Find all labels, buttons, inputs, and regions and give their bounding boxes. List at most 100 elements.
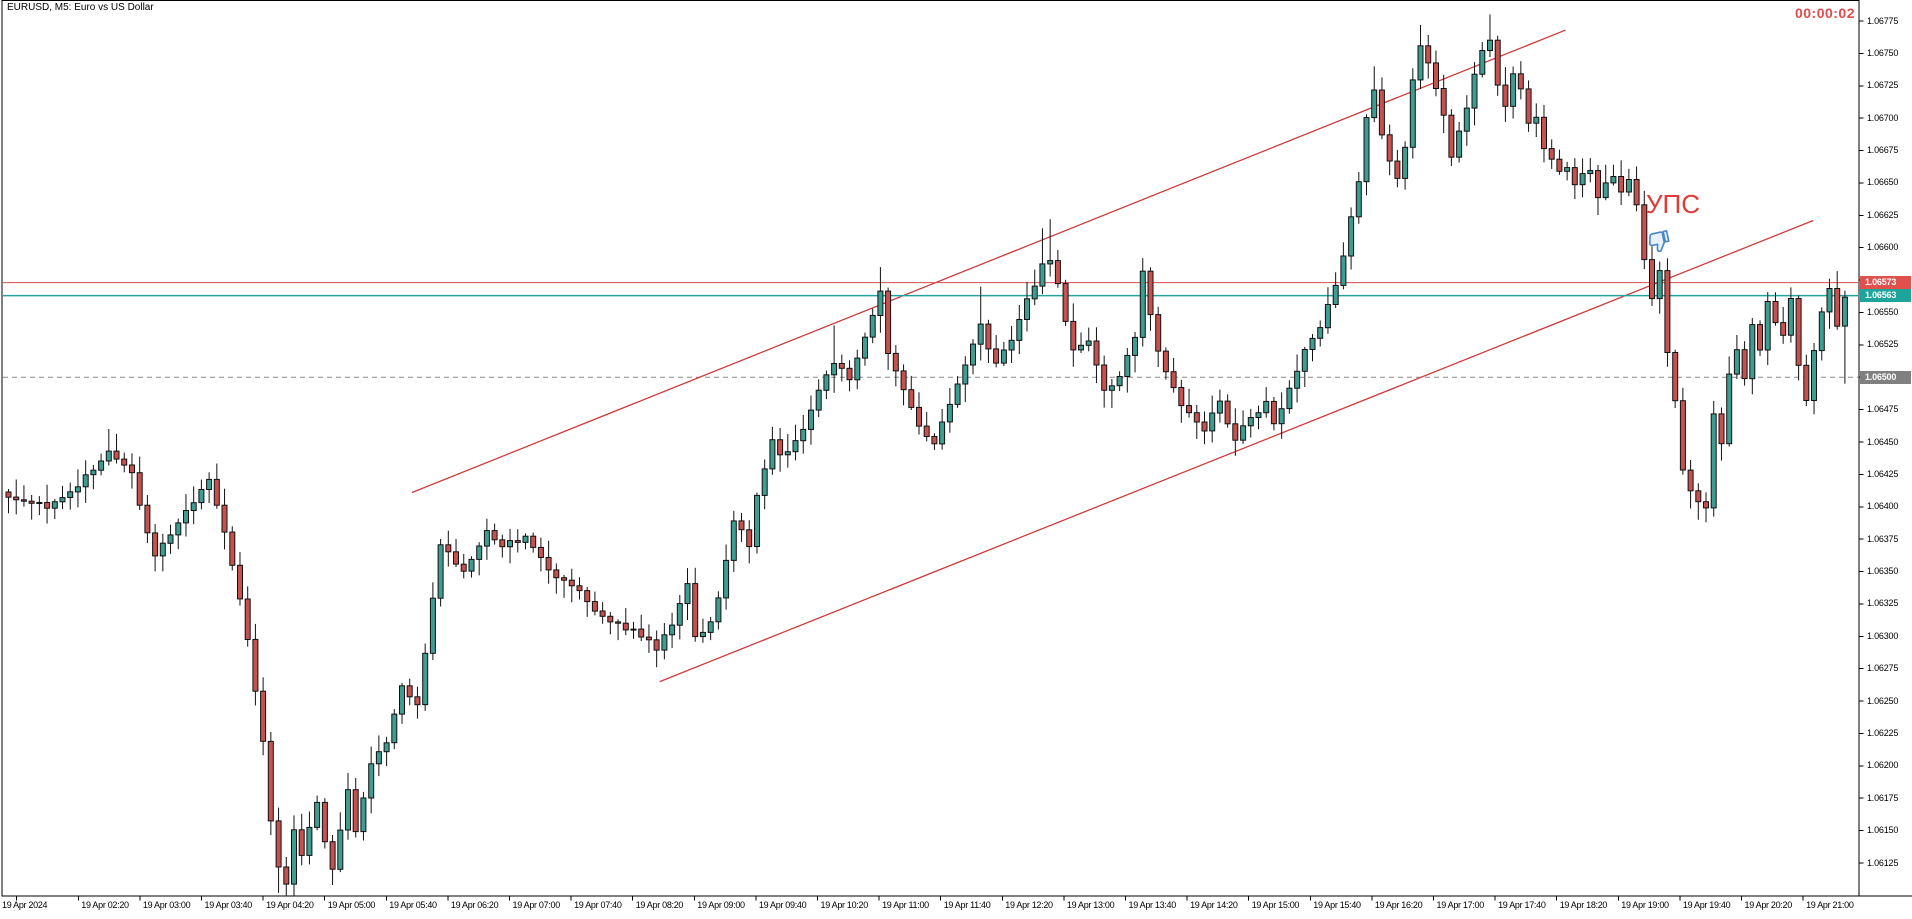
bull-candle bbox=[1108, 385, 1115, 391]
bear-candle bbox=[1772, 301, 1779, 324]
time-tick-label: 19 Apr 15:40 bbox=[1313, 900, 1361, 910]
bear-candle bbox=[1633, 179, 1640, 206]
bear-candle bbox=[1433, 62, 1439, 90]
price-tick-label: 1.06700 bbox=[1867, 112, 1899, 123]
price-tick-label: 1.06250 bbox=[1867, 695, 1899, 706]
bear-candle bbox=[1224, 400, 1231, 425]
bear-candle bbox=[1093, 340, 1100, 366]
bear-candle bbox=[1795, 298, 1802, 366]
bull-candle bbox=[769, 439, 776, 470]
bear-candle bbox=[738, 520, 745, 531]
bear-candle bbox=[1440, 88, 1447, 116]
bear-candle bbox=[777, 439, 784, 456]
price-tick-label: 1.06200 bbox=[1867, 760, 1899, 771]
time-tick-label: 19 Apr 04:20 bbox=[266, 900, 314, 910]
bear-candle bbox=[1718, 413, 1725, 445]
bull-candle bbox=[206, 478, 213, 490]
bear-candle bbox=[1232, 423, 1239, 441]
bull-candle bbox=[1324, 304, 1331, 329]
bull-candle bbox=[1587, 170, 1594, 175]
bull-candle bbox=[715, 597, 722, 623]
price-tick-label: 1.06725 bbox=[1867, 80, 1899, 91]
trendline-channel-lower[interactable] bbox=[659, 219, 1814, 683]
bear-candle bbox=[1834, 288, 1841, 327]
bear-candle bbox=[298, 829, 305, 856]
time-tick-label: 19 Apr 12:20 bbox=[1005, 900, 1053, 910]
bear-candle bbox=[1178, 387, 1185, 407]
bear-candle bbox=[1571, 167, 1578, 186]
plot-border bbox=[1, 0, 1860, 897]
bull-candle bbox=[1008, 339, 1015, 351]
bull-candle bbox=[1016, 319, 1023, 341]
bull-candle bbox=[1309, 337, 1316, 350]
bear-candle bbox=[1062, 283, 1069, 322]
bear-candle bbox=[1548, 148, 1555, 160]
bull-candle bbox=[375, 751, 382, 765]
bear-candle bbox=[1101, 364, 1108, 391]
bull-candle bbox=[1610, 176, 1617, 184]
bull-candle bbox=[399, 685, 405, 715]
bear-candle bbox=[44, 502, 51, 509]
time-tick-label: 19 Apr 13:40 bbox=[1128, 900, 1177, 910]
bear-candle bbox=[1193, 412, 1200, 423]
bull-candle bbox=[1463, 107, 1470, 132]
bear-candle bbox=[1386, 134, 1393, 162]
bull-candle bbox=[1031, 285, 1038, 300]
bear-candle bbox=[746, 529, 753, 548]
bear-candle bbox=[460, 563, 467, 572]
bull-candle bbox=[1841, 296, 1848, 327]
bull-candle bbox=[483, 530, 490, 547]
time-tick-label: 19 Apr 05:00 bbox=[327, 900, 376, 910]
bull-candle bbox=[1625, 179, 1632, 193]
bear-candle bbox=[645, 636, 652, 641]
trendline-channel-upper[interactable] bbox=[411, 29, 1566, 494]
bull-candle bbox=[1479, 50, 1486, 75]
bear-candle bbox=[599, 610, 606, 617]
bear-candle bbox=[1270, 400, 1277, 425]
bull-candle bbox=[1371, 89, 1378, 119]
bull-candle bbox=[1710, 413, 1717, 509]
bull-candle bbox=[854, 357, 861, 381]
price-tick-label: 1.06475 bbox=[1867, 404, 1899, 415]
bear-candle bbox=[221, 504, 228, 533]
bull-candle bbox=[337, 829, 344, 870]
bear-candle bbox=[923, 425, 930, 438]
bear-candle bbox=[1541, 116, 1547, 150]
bear-candle bbox=[1155, 314, 1162, 352]
bull-candle bbox=[869, 314, 876, 338]
time-tick-label: 19 Apr 21:00 bbox=[1806, 900, 1854, 910]
time-tick-label: 19 Apr 05:40 bbox=[389, 900, 437, 910]
bull-candle bbox=[59, 497, 66, 503]
price-tick-label: 1.06225 bbox=[1867, 728, 1899, 738]
price-tick-label: 1.06425 bbox=[1867, 468, 1899, 479]
bear-candle bbox=[113, 450, 120, 460]
bear-candle bbox=[1556, 158, 1563, 172]
bull-candle bbox=[877, 290, 884, 317]
bull-candle bbox=[1340, 255, 1347, 286]
bull-candle bbox=[1602, 182, 1609, 199]
annotation-text-ups[interactable]: УПС bbox=[1646, 189, 1700, 219]
bear-candle bbox=[1803, 364, 1810, 401]
bull-candle bbox=[1209, 412, 1216, 432]
bear-candle bbox=[414, 696, 421, 706]
bull-candle bbox=[90, 469, 97, 476]
time-tick-label: 19 Apr 14:20 bbox=[1190, 900, 1238, 910]
bull-candle bbox=[1487, 39, 1493, 52]
bear-candle bbox=[591, 601, 598, 612]
bear-candle bbox=[692, 583, 699, 638]
bull-candle bbox=[1024, 298, 1030, 320]
time-tick-label: 19 Apr 20:20 bbox=[1744, 900, 1793, 910]
bull-candle bbox=[159, 542, 166, 557]
bull-candle bbox=[792, 440, 799, 453]
bull-candle bbox=[699, 631, 706, 638]
bear-candle bbox=[1780, 322, 1787, 336]
thumbs-down-icon[interactable] bbox=[1644, 226, 1672, 261]
bull-candle bbox=[808, 409, 814, 430]
bear-candle bbox=[1679, 400, 1686, 471]
price-tick-label: 1.06525 bbox=[1867, 339, 1899, 350]
price-tick-label: 1.06150 bbox=[1867, 825, 1899, 836]
bear-candle bbox=[13, 496, 20, 501]
bear-candle bbox=[1070, 320, 1077, 351]
price-tick-label: 1.06675 bbox=[1867, 145, 1899, 155]
